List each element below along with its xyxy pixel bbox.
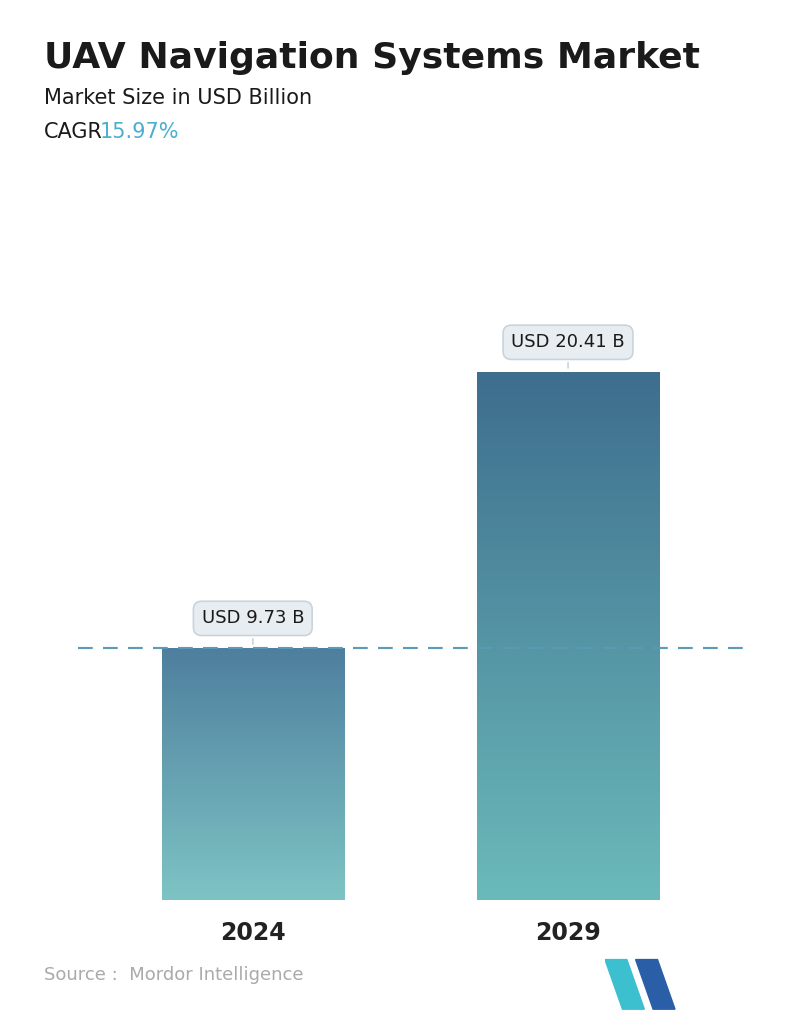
- Text: Market Size in USD Billion: Market Size in USD Billion: [44, 88, 312, 108]
- Text: CAGR: CAGR: [44, 122, 103, 142]
- Text: UAV Navigation Systems Market: UAV Navigation Systems Market: [44, 41, 700, 75]
- Text: USD 20.41 B: USD 20.41 B: [511, 333, 625, 368]
- Text: Source :  Mordor Intelligence: Source : Mordor Intelligence: [44, 967, 303, 984]
- Polygon shape: [605, 960, 645, 1009]
- Text: 15.97%: 15.97%: [100, 122, 179, 142]
- Text: USD 9.73 B: USD 9.73 B: [201, 609, 304, 644]
- Polygon shape: [635, 960, 675, 1009]
